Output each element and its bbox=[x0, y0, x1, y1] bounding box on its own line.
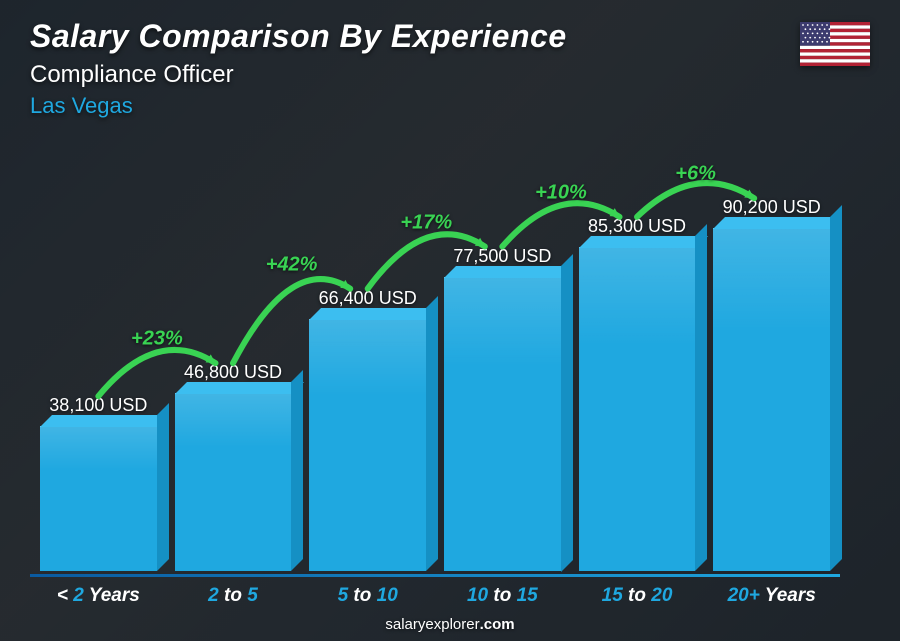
bar-value-label: 38,100 USD bbox=[49, 395, 147, 416]
bar bbox=[40, 426, 157, 571]
flag-icon bbox=[800, 22, 870, 66]
increase-label: +23% bbox=[131, 328, 183, 351]
bar-value-label: 90,200 USD bbox=[723, 197, 821, 218]
increase-label: +10% bbox=[535, 181, 587, 204]
increase-label: +6% bbox=[675, 163, 716, 186]
chart-subtitle: Compliance Officer bbox=[30, 61, 567, 89]
bar-value-label: 77,500 USD bbox=[453, 246, 551, 267]
x-axis-label: 20+ Years bbox=[713, 585, 830, 607]
bar bbox=[713, 228, 830, 571]
header: Salary Comparison By Experience Complian… bbox=[30, 18, 567, 119]
bar-wrap: 85,300 USD bbox=[579, 216, 696, 571]
chart-title: Salary Comparison By Experience bbox=[30, 18, 567, 55]
bar bbox=[444, 277, 561, 572]
increase-label: +42% bbox=[266, 253, 318, 276]
x-axis-label: 5 to 10 bbox=[309, 585, 426, 607]
bar-wrap: 46,800 USD bbox=[175, 362, 292, 571]
bar-value-label: 85,300 USD bbox=[588, 216, 686, 237]
x-axis-label: 15 to 20 bbox=[579, 585, 696, 607]
bar-chart: 38,100 USD 46,800 USD 66,400 USD 77,500 USD… bbox=[30, 130, 840, 571]
footer-site: salaryexplorer bbox=[385, 616, 479, 633]
footer: salaryexplorer.com bbox=[0, 616, 900, 633]
chart-location: Las Vegas bbox=[30, 93, 567, 119]
footer-tld: .com bbox=[480, 616, 515, 633]
bar-value-label: 66,400 USD bbox=[319, 288, 417, 309]
x-axis: < 2 Years 2 to 5 5 to 10 10 to 15 15 to 20 20… bbox=[30, 574, 840, 607]
bar bbox=[309, 319, 426, 571]
bar-value-label: 46,800 USD bbox=[184, 362, 282, 383]
bar-wrap: 38,100 USD bbox=[40, 395, 157, 571]
bar-wrap: 77,500 USD bbox=[444, 246, 561, 572]
x-axis-label: 2 to 5 bbox=[175, 585, 292, 607]
bar bbox=[579, 247, 696, 571]
bar-wrap: 66,400 USD bbox=[309, 288, 426, 571]
x-axis-label: < 2 Years bbox=[40, 585, 157, 607]
bar bbox=[175, 393, 292, 571]
x-axis-label: 10 to 15 bbox=[444, 585, 561, 607]
increase-label: +17% bbox=[400, 211, 452, 234]
bar-wrap: 90,200 USD bbox=[713, 197, 830, 571]
